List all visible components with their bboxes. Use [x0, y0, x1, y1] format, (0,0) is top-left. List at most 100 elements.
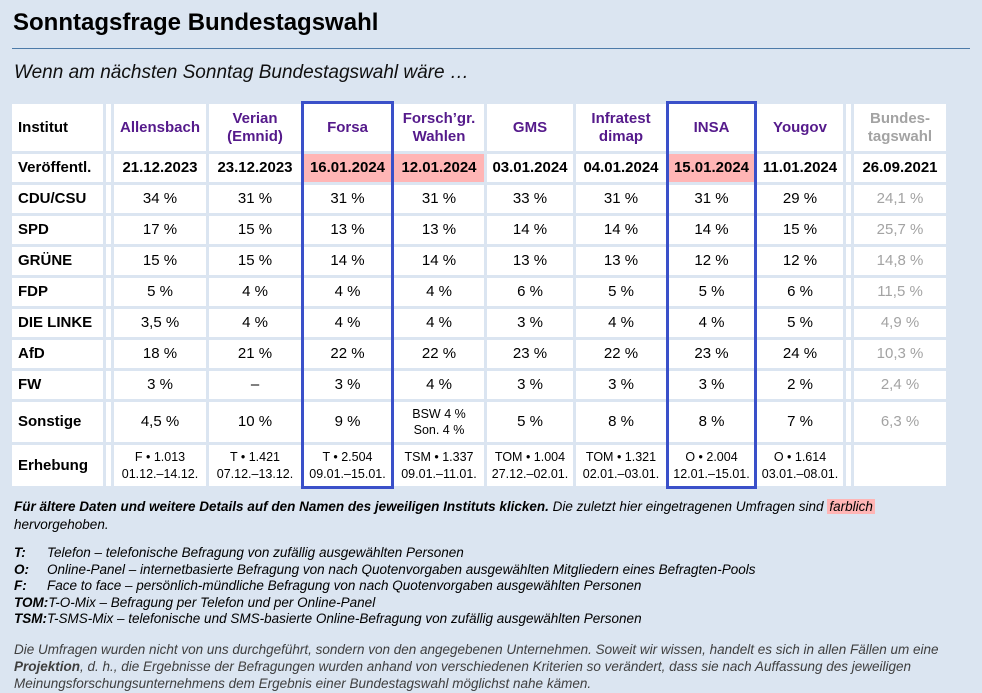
- erhebung-cell-forsch-gr-wahlen: TSM • 1.337 09.01.–11.01.: [394, 445, 484, 486]
- institute-header-allensbach[interactable]: Allensbach: [114, 104, 206, 151]
- poll-value-infratest-dimap-sonstige: 8 %: [576, 402, 666, 442]
- spacer-cell: [846, 216, 851, 244]
- legend-text: Telefon – telefonische Befragung von zuf…: [47, 545, 464, 561]
- row-label-afd: AfD: [12, 340, 103, 368]
- legend-abbr: TOM:: [14, 594, 49, 610]
- disclaimer-text-start: Die Umfragen wurden nicht von uns durchg…: [14, 642, 939, 658]
- spacer-cell: [846, 340, 851, 368]
- erhebung-cell-verian-emnid: T • 1.421 07.12.–13.12.: [209, 445, 301, 486]
- poll-value-yougov-grüne: 12 %: [757, 247, 843, 275]
- spacer-cell: [106, 154, 111, 182]
- row-label-veröffentl: Veröffentl.: [12, 154, 103, 182]
- poll-value-bundes-tagswahl-fdp: 11,5 %: [854, 278, 946, 306]
- row-label-die-linke: DIE LINKE: [12, 309, 103, 337]
- row-label-erhebung: Erhebung: [12, 445, 103, 486]
- erhebung-cell-insa: O • 2.004 12.01.–15.01.: [669, 445, 754, 486]
- legend-text: T-SMS-Mix – telefonische und SMS-basiert…: [47, 610, 642, 626]
- poll-value-forsch-gr-wahlen-fdp: 4 %: [394, 278, 484, 306]
- poll-value-yougov-spd: 15 %: [757, 216, 843, 244]
- date-cell-yougov: 11.01.2024: [757, 154, 843, 182]
- poll-value-verian-emnid-sonstige: 10 %: [209, 402, 301, 442]
- poll-value-verian-emnid-fdp: 4 %: [209, 278, 301, 306]
- poll-value-verian-emnid-spd: 15 %: [209, 216, 301, 244]
- poll-value-verian-emnid-cdu-csu: 31 %: [209, 185, 301, 213]
- legend-text: Online-Panel – internetbasierte Befragun…: [47, 561, 756, 577]
- poll-value-allensbach-fdp: 5 %: [114, 278, 206, 306]
- note-farblich-highlight: farblich: [827, 499, 875, 514]
- poll-value-infratest-dimap-fdp: 5 %: [576, 278, 666, 306]
- spacer-cell: [106, 278, 111, 306]
- disclaimer-text-end: , d. h., die Ergebnisse der Befragungen …: [14, 659, 912, 692]
- poll-value-forsa-fw: 3 %: [304, 371, 391, 399]
- poll-value-insa-grüne: 12 %: [669, 247, 754, 275]
- poll-value-yougov-fdp: 6 %: [757, 278, 843, 306]
- page-title: Sonntagsfrage Bundestagswahl: [13, 9, 379, 36]
- institute-header-yougov[interactable]: Yougov: [757, 104, 843, 151]
- poll-value-allensbach-cdu-csu: 34 %: [114, 185, 206, 213]
- institute-header-forsa[interactable]: Forsa: [304, 104, 391, 151]
- poll-value-forsch-gr-wahlen-spd: 13 %: [394, 216, 484, 244]
- spacer-cell: [846, 247, 851, 275]
- legend-item-o: O: Online-Panel – internetbasierte Befrag…: [14, 562, 970, 578]
- poll-value-forsch-gr-wahlen-afd: 22 %: [394, 340, 484, 368]
- spacer-cell: [846, 402, 851, 442]
- spacer-cell: [846, 445, 851, 486]
- legend-abbr: O:: [14, 561, 29, 577]
- poll-value-yougov-cdu-csu: 29 %: [757, 185, 843, 213]
- date-cell-insa: 15.01.2024: [669, 154, 754, 182]
- poll-value-gms-cdu-csu: 33 %: [487, 185, 573, 213]
- poll-value-gms-spd: 14 %: [487, 216, 573, 244]
- note-text: Die zuletzt hier eingetragenen Umfragen …: [548, 499, 828, 514]
- spacer-cell: [106, 104, 111, 151]
- erhebung-cell-infratest-dimap: TOM • 1.321 02.01.–03.01.: [576, 445, 666, 486]
- poll-value-forsa-fdp: 4 %: [304, 278, 391, 306]
- spacer-cell: [846, 309, 851, 337]
- institute-header-gms[interactable]: GMS: [487, 104, 573, 151]
- method-legend: T: Telefon – telefonische Befragung von z…: [14, 545, 970, 627]
- institute-header-verian-emnid[interactable]: Verian (Emnid): [209, 104, 301, 151]
- poll-value-insa-sonstige: 8 %: [669, 402, 754, 442]
- institute-header-infratest-dimap[interactable]: Infratest dimap: [576, 104, 666, 151]
- spacer-cell: [846, 104, 851, 151]
- institute-header-insa[interactable]: INSA: [669, 104, 754, 151]
- poll-value-allensbach-die-linke: 3,5 %: [114, 309, 206, 337]
- poll-value-yougov-die-linke: 5 %: [757, 309, 843, 337]
- legend-item-t: T: Telefon – telefonische Befragung von z…: [14, 545, 970, 561]
- poll-value-bundes-tagswahl-sonstige: 6,3 %: [854, 402, 946, 442]
- date-cell-forsa: 16.01.2024: [304, 154, 391, 182]
- poll-value-insa-die-linke: 4 %: [669, 309, 754, 337]
- poll-grid: Institut Allensbach Verian (Emnid) Forsa Fors…: [12, 104, 946, 486]
- poll-value-gms-fw: 3 %: [487, 371, 573, 399]
- spacer-cell: [846, 185, 851, 213]
- poll-value-allensbach-afd: 18 %: [114, 340, 206, 368]
- poll-value-infratest-dimap-grüne: 13 %: [576, 247, 666, 275]
- row-label-sonstige: Sonstige: [12, 402, 103, 442]
- spacer-cell: [106, 216, 111, 244]
- erhebung-cell-gms: TOM • 1.004 27.12.–02.01.: [487, 445, 573, 486]
- poll-value-verian-emnid-die-linke: 4 %: [209, 309, 301, 337]
- institute-header-forsch-gr-wahlen[interactable]: Forsch’gr. Wahlen: [394, 104, 484, 151]
- poll-value-insa-cdu-csu: 31 %: [669, 185, 754, 213]
- poll-value-verian-emnid-grüne: 15 %: [209, 247, 301, 275]
- poll-value-insa-afd: 23 %: [669, 340, 754, 368]
- poll-value-allensbach-grüne: 15 %: [114, 247, 206, 275]
- date-cell-allensbach: 21.12.2023: [114, 154, 206, 182]
- poll-value-yougov-sonstige: 7 %: [757, 402, 843, 442]
- note-highlight-info: Für ältere Daten und weitere Details auf…: [14, 498, 970, 533]
- poll-value-bundes-tagswahl-spd: 25,7 %: [854, 216, 946, 244]
- page-subtitle: Wenn am nächsten Sonntag Bundestagswahl …: [14, 62, 469, 83]
- poll-value-bundes-tagswahl-die-linke: 4,9 %: [854, 309, 946, 337]
- row-label-spd: SPD: [12, 216, 103, 244]
- legend-item-tsm: TSM:T-SMS-Mix – telefonische und SMS-bas…: [14, 611, 970, 627]
- date-cell-infratest-dimap: 04.01.2024: [576, 154, 666, 182]
- poll-value-gms-afd: 23 %: [487, 340, 573, 368]
- legend-item-tom: TOM:T-O-Mix – Befragung per Telefon und …: [14, 595, 970, 611]
- poll-value-forsch-gr-wahlen-sonstige: BSW 4 % Son. 4 %: [394, 402, 484, 442]
- poll-value-insa-spd: 14 %: [669, 216, 754, 244]
- poll-value-infratest-dimap-spd: 14 %: [576, 216, 666, 244]
- poll-value-bundes-tagswahl-afd: 10,3 %: [854, 340, 946, 368]
- date-cell-verian-emnid: 23.12.2023: [209, 154, 301, 182]
- poll-value-infratest-dimap-die-linke: 4 %: [576, 309, 666, 337]
- row-label-grüne: GRÜNE: [12, 247, 103, 275]
